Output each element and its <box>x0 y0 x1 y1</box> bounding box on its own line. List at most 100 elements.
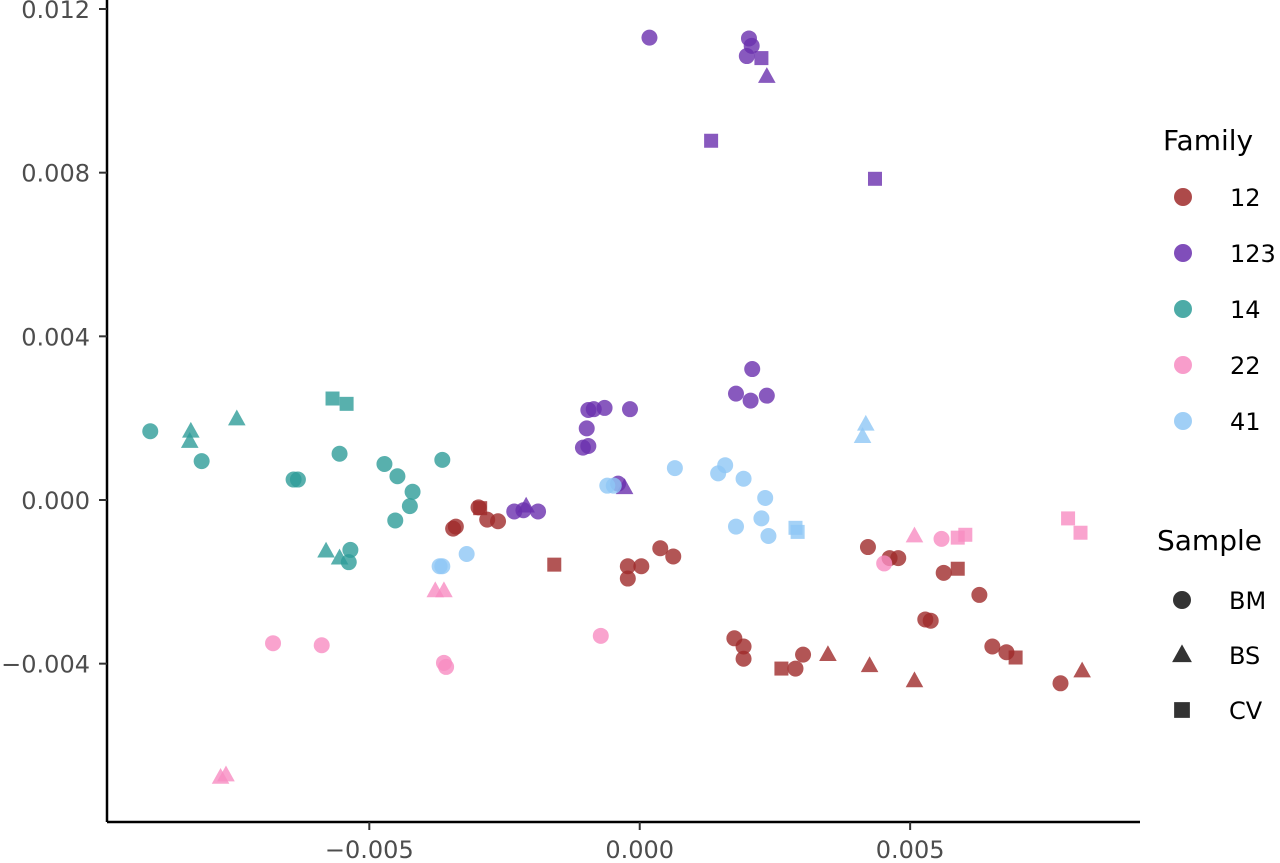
data-point <box>819 645 837 662</box>
data-point <box>289 471 306 488</box>
data-point <box>890 550 907 567</box>
data-point <box>1073 661 1091 678</box>
data-point <box>490 513 507 530</box>
legend-key-14 <box>1174 300 1192 318</box>
data-point <box>530 503 547 520</box>
legend-key-123 <box>1174 244 1192 262</box>
data-point <box>596 399 613 416</box>
x-tick-label: −0.005 <box>325 836 414 863</box>
data-point <box>1008 650 1023 665</box>
data-point <box>434 558 451 575</box>
data-point <box>860 656 879 673</box>
data-point <box>652 540 669 557</box>
data-point <box>1073 525 1088 540</box>
data-point <box>922 612 939 629</box>
data-point <box>958 527 973 542</box>
data-point <box>1061 511 1076 526</box>
family-legend-label: 14 <box>1230 296 1261 324</box>
data-point <box>738 48 755 65</box>
y-tick-label: 0.004 <box>21 323 90 351</box>
sample-legend-label: CV <box>1229 697 1263 725</box>
data-point <box>331 445 348 462</box>
family-legend-label: 123 <box>1230 240 1276 268</box>
family-legend-label: 41 <box>1230 408 1261 436</box>
data-point <box>435 581 453 598</box>
data-point <box>342 541 359 558</box>
data-point <box>404 483 421 500</box>
y-tick-label: 0.000 <box>21 487 90 515</box>
data-point <box>753 510 770 527</box>
data-point <box>435 654 452 671</box>
legend-key-22 <box>1174 356 1192 374</box>
data-point <box>142 423 159 440</box>
data-point <box>856 414 875 431</box>
family-legend-label: 22 <box>1230 352 1261 380</box>
y-axis-ticks: −0.004 0.000 0.004 0.008 0.012 <box>1 0 107 679</box>
data-point <box>401 498 418 515</box>
x-axis-ticks: −0.005 0.000 0.005 <box>325 822 945 863</box>
data-point <box>313 637 330 654</box>
data-point <box>325 391 340 406</box>
legend-key-BS <box>1172 644 1192 663</box>
data-point <box>592 627 609 644</box>
data-point <box>265 635 282 652</box>
data-point <box>727 518 744 535</box>
sample-legend-label: BS <box>1229 642 1260 670</box>
data-point <box>387 512 404 529</box>
y-tick-label: 0.008 <box>21 160 90 188</box>
legend-key-CV <box>1174 702 1190 718</box>
family-legend-label: 12 <box>1230 184 1261 212</box>
data-point <box>434 451 451 468</box>
x-tick-label: 0.000 <box>605 836 674 863</box>
data-point <box>665 548 682 565</box>
data-point <box>717 457 734 474</box>
data-point <box>517 496 535 513</box>
data-point <box>458 546 475 563</box>
data-point <box>619 558 636 575</box>
data-point <box>339 396 354 411</box>
y-tick-label: −0.004 <box>1 651 90 679</box>
data-point <box>787 660 804 677</box>
plot-area: −0.005 0.000 0.005 −0.004 0.000 0.004 0.008 0.… <box>1 0 1140 863</box>
data-point <box>473 501 488 516</box>
data-point <box>317 541 335 558</box>
data-point <box>1052 675 1069 692</box>
data-point <box>621 401 638 418</box>
data-point <box>182 421 200 438</box>
y-tick-label: 0.012 <box>21 0 90 24</box>
data-point <box>760 527 777 544</box>
data-point <box>758 67 776 83</box>
data-point <box>727 385 744 402</box>
data-point <box>935 564 952 581</box>
sample-legend-title: Sample <box>1157 524 1262 557</box>
data-point <box>619 570 636 587</box>
data-point <box>971 586 988 603</box>
data-point <box>180 432 199 448</box>
data-point <box>744 361 761 378</box>
data-point <box>853 427 872 443</box>
data-point <box>742 392 759 409</box>
data-point <box>867 171 882 186</box>
data-point <box>666 460 683 477</box>
data-point <box>984 638 1001 655</box>
data-point <box>905 671 924 688</box>
family-legend: Family 12 123 14 22 41 <box>1163 124 1276 436</box>
legend-key-BM <box>1173 591 1191 609</box>
data-point <box>950 561 965 576</box>
data-points <box>142 29 1091 784</box>
data-point <box>774 661 789 676</box>
data-point <box>547 557 562 572</box>
data-point <box>641 29 658 46</box>
data-point <box>859 539 876 556</box>
sample-legend: Sample BM BS CV <box>1157 524 1266 725</box>
data-point <box>933 530 950 547</box>
data-point <box>445 520 462 537</box>
data-point <box>795 646 812 663</box>
data-point <box>735 638 752 655</box>
data-point <box>790 524 805 539</box>
legend-key-12 <box>1174 188 1192 206</box>
data-point <box>605 477 622 494</box>
data-point <box>633 558 650 575</box>
data-point <box>735 650 752 667</box>
